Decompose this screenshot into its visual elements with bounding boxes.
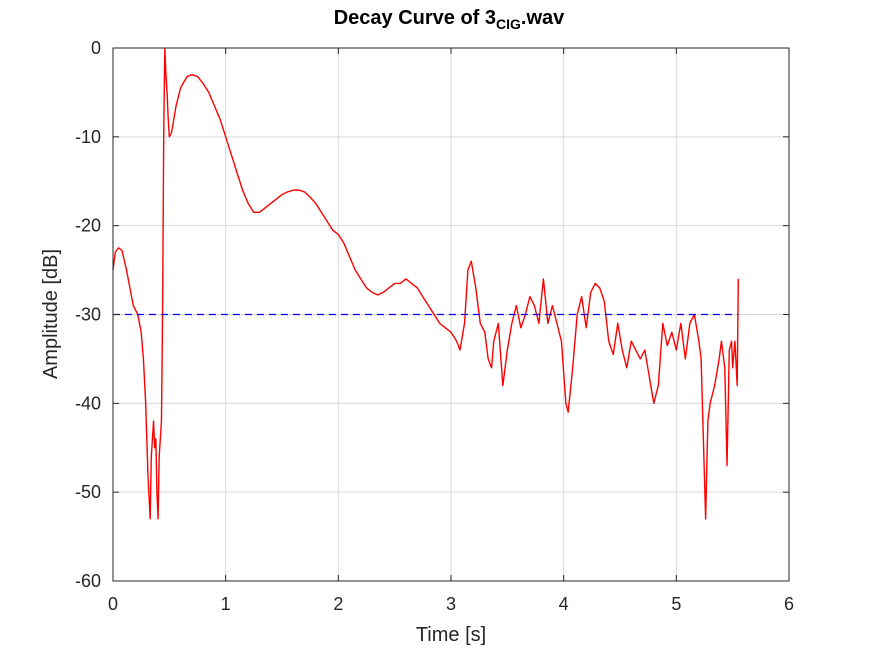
chart-title-subscript: CIG — [496, 16, 521, 32]
x-tick-label-4: 4 — [559, 594, 569, 614]
y-axis-label: Amplitude [dB] — [40, 249, 62, 379]
decay-curve-line-0 — [112, 47, 739, 520]
y-tick-labels: 0 -10 -20 -30 -40 -50 -60 — [75, 38, 101, 591]
y-tick-label-2: -20 — [75, 216, 101, 236]
x-tick-label-3: 3 — [446, 594, 456, 614]
x-tick-label-5: 5 — [671, 594, 681, 614]
y-tick-label-0: 0 — [91, 38, 101, 58]
y-tick-label-1: -10 — [75, 127, 101, 147]
x-tick-label-0: 0 — [108, 594, 118, 614]
x-tick-labels: 0 1 2 3 4 5 6 — [108, 594, 794, 614]
y-tick-label-6: -60 — [75, 571, 101, 591]
y-tick-label-5: -50 — [75, 482, 101, 502]
chart-title-prefix: Decay Curve of 3 — [334, 7, 496, 29]
chart-title: Decay Curve of 3CIG.wav — [334, 7, 565, 32]
x-axis-label: Time [s] — [416, 624, 486, 646]
ticks — [112, 47, 790, 582]
chart-title-suffix: .wav — [521, 7, 565, 29]
x-tick-label-6: 6 — [784, 594, 794, 614]
y-tick-label-4: -40 — [75, 393, 101, 413]
x-tick-label-2: 2 — [333, 594, 343, 614]
x-tick-label-1: 1 — [221, 594, 231, 614]
series-layer — [112, 47, 739, 520]
y-tick-label-3: -30 — [75, 305, 101, 325]
